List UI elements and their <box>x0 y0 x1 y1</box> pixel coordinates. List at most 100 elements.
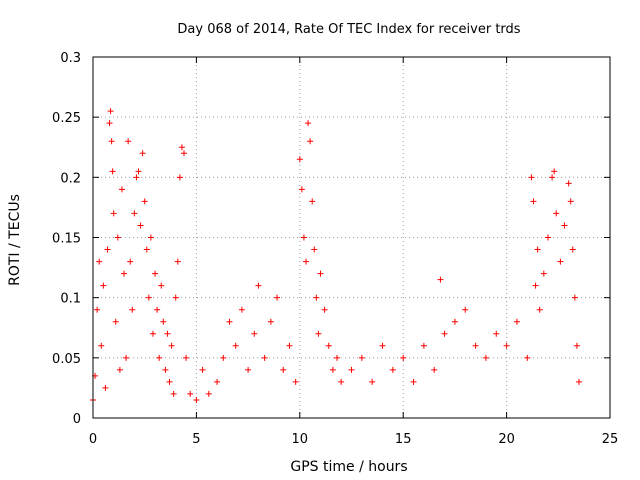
data-point <box>530 198 537 205</box>
data-point <box>106 120 113 127</box>
data-point <box>348 366 355 373</box>
data-point <box>135 168 142 175</box>
data-point <box>400 354 407 361</box>
data-point <box>451 318 458 325</box>
data-point <box>96 258 103 265</box>
data-point <box>305 120 312 127</box>
data-point <box>193 396 200 403</box>
data-point <box>389 366 396 373</box>
data-point <box>100 282 107 289</box>
data-point <box>166 378 173 385</box>
data-point <box>528 174 535 181</box>
data-point <box>109 168 116 175</box>
data-point <box>441 330 448 337</box>
data-point <box>199 366 206 373</box>
data-point <box>300 234 307 241</box>
data-point <box>118 186 125 193</box>
data-point <box>274 294 281 301</box>
data-point <box>251 330 258 337</box>
data-point <box>104 246 111 253</box>
data-point <box>176 174 183 181</box>
x-tick-label: 5 <box>192 432 200 447</box>
data-point <box>245 366 252 373</box>
data-point <box>317 270 324 277</box>
data-point <box>309 198 316 205</box>
y-tick-labels: 0 0.05 0.1 0.15 0.2 0.25 0.3 <box>52 51 81 427</box>
data-point <box>503 342 510 349</box>
data-point <box>571 294 578 301</box>
data-point <box>131 210 138 217</box>
data-point <box>334 354 341 361</box>
data-point <box>133 174 140 181</box>
x-axis-label: GPS time / hours <box>290 459 407 475</box>
y-tick-label: 0.05 <box>52 352 81 367</box>
data-point <box>338 378 345 385</box>
data-point <box>114 234 121 241</box>
data-point <box>557 258 564 265</box>
data-point <box>178 144 185 151</box>
data-point <box>152 270 159 277</box>
data-point <box>551 168 558 175</box>
data-point <box>172 294 179 301</box>
y-tick-label: 0.1 <box>60 292 81 307</box>
data-point <box>255 282 262 289</box>
data-point <box>321 306 328 313</box>
data-point <box>315 330 322 337</box>
data-point <box>513 318 520 325</box>
x-tick-label: 25 <box>602 432 619 447</box>
data-point <box>238 306 245 313</box>
y-tick-label: 0.2 <box>60 171 81 186</box>
data-point <box>232 342 239 349</box>
data-point <box>102 384 109 391</box>
data-point <box>569 246 576 253</box>
data-points <box>90 108 582 403</box>
data-point <box>141 198 148 205</box>
x-tick-label: 10 <box>292 432 309 447</box>
data-point <box>462 306 469 313</box>
data-point <box>410 378 417 385</box>
data-point <box>565 180 572 187</box>
data-point <box>108 138 115 145</box>
data-point <box>561 222 568 229</box>
data-point <box>112 318 119 325</box>
y-tick-label: 0.15 <box>52 232 81 247</box>
data-point <box>125 138 132 145</box>
data-point <box>137 222 144 229</box>
data-point <box>170 390 177 397</box>
chart-title: Day 068 of 2014, Rate Of TEC Index for r… <box>177 22 520 37</box>
data-point <box>420 342 427 349</box>
data-point <box>220 354 227 361</box>
data-point <box>156 354 163 361</box>
data-point <box>187 390 194 397</box>
y-axis-label: ROTI / TECUs <box>7 194 23 286</box>
x-tick-label: 0 <box>89 432 97 447</box>
data-point <box>139 150 146 157</box>
data-point <box>292 378 299 385</box>
data-point <box>298 186 305 193</box>
data-point <box>168 342 175 349</box>
data-point <box>110 210 117 217</box>
data-point <box>540 270 547 277</box>
data-point <box>158 282 165 289</box>
data-point <box>553 210 560 217</box>
data-point <box>123 354 130 361</box>
data-point <box>121 270 128 277</box>
data-point <box>149 330 156 337</box>
data-point <box>573 342 580 349</box>
data-point <box>162 366 169 373</box>
y-tick-label: 0.25 <box>52 111 81 126</box>
data-point <box>296 156 303 163</box>
data-point <box>145 294 152 301</box>
data-point <box>160 318 167 325</box>
data-point <box>329 366 336 373</box>
data-point <box>261 354 268 361</box>
axis-ticks <box>92 56 611 419</box>
data-point <box>183 354 190 361</box>
data-point <box>267 318 274 325</box>
data-point <box>174 258 181 265</box>
data-point <box>472 342 479 349</box>
data-point <box>116 366 123 373</box>
x-tick-labels: 0 5 10 15 20 25 <box>89 432 618 447</box>
